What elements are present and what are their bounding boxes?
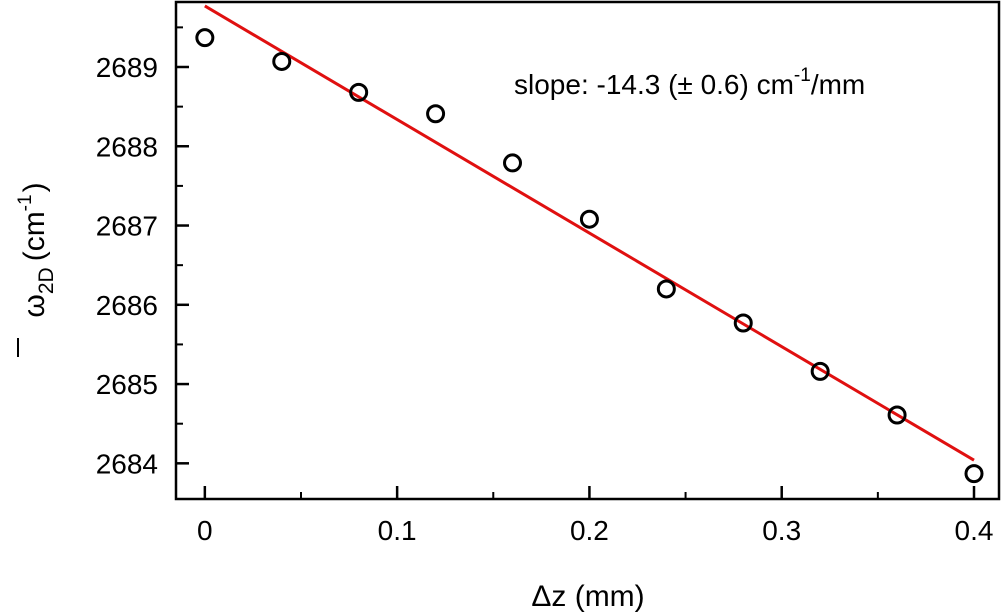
x-tick-label: 0.1 [378,515,417,546]
data-point [733,313,753,333]
y-axis-title-unit: (cm [18,211,51,261]
y-axis-title-exponent: -1 [15,194,36,211]
y-tick-label: 2685 [96,369,158,400]
y-axis-title: ω2D (cm-1) [15,182,58,357]
x-tick-label: 0.4 [955,515,994,546]
slope-annotation: slope: -14.3 (± 0.6) cm-1/mm [514,65,865,100]
data-point [195,28,215,48]
plot-frame [174,0,1001,501]
fit-line [204,4,975,462]
slope-annotation-suffix: /mm [811,69,865,100]
x-tick-label: 0.2 [570,515,609,546]
data-point [887,405,907,425]
y-axis-title-subscript: 2D [35,267,58,294]
data-point [964,464,984,484]
data-point [272,51,292,71]
y-axis-title-symbol: ω [18,294,51,317]
y-axis-title-text: ω2D (cm-1) [15,182,58,317]
x-tick-label: 0.3 [762,515,801,546]
x-tick-label: 0 [197,515,213,546]
y-tick-label: 2688 [96,131,158,162]
data-point [349,82,369,102]
data-point [656,279,676,299]
data-point [810,361,830,381]
x-axis-ticks: 0 0.1 0.2 0.3 0.4 [197,486,993,546]
y-tick-label: 2689 [96,52,158,83]
slope-annotation-prefix: slope: -14.3 (± 0.6) cm [514,69,794,100]
data-points [195,28,984,484]
y-tick-label: 2684 [96,448,158,479]
slope-annotation-exponent: -1 [794,65,811,86]
y-axis-ticks: 2684 2685 2686 2687 2688 2689 [96,26,189,479]
y-tick-label: 2687 [96,211,158,242]
y-tick-label: 2686 [96,290,158,321]
fit-line-group [204,4,975,462]
data-point [579,209,599,229]
y-axis-title-close: ) [18,182,51,192]
data-point [426,104,446,124]
data-point [503,153,523,173]
x-axis-title: Δz (mm) [531,580,644,612]
